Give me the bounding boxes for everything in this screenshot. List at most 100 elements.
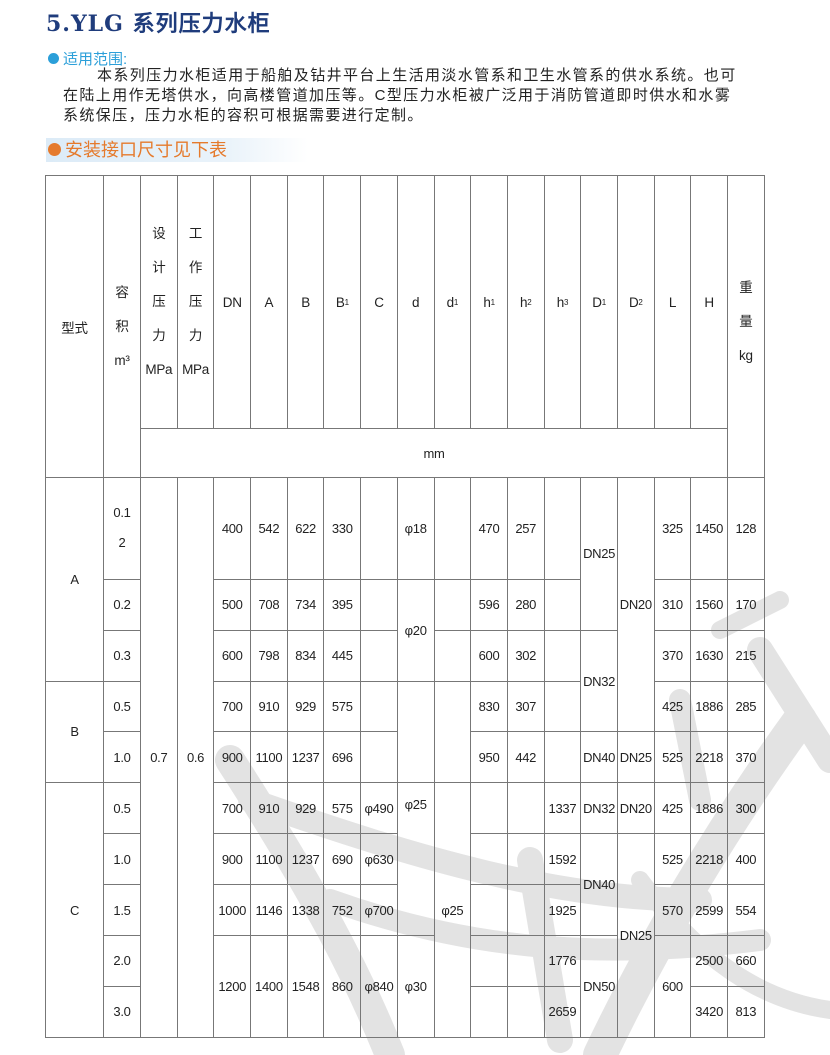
table-heading-text: 安装接口尺寸见下表 (65, 140, 227, 160)
table-cell-d1: DN32 (581, 783, 618, 835)
table-cell-d2: DN25 (617, 732, 655, 784)
table-cell-b1: 575 (324, 681, 362, 733)
table-cell-d2: DN25 (617, 834, 655, 1038)
table-cell-h3: 1337 (544, 783, 582, 835)
table-cell-volume: 1.0 (104, 834, 141, 886)
table-cell-h: 1886 (691, 783, 728, 835)
table-cell-b: 929 (287, 783, 325, 835)
table-cell-d: φ18 (397, 478, 435, 580)
table-cell-d1 (434, 478, 472, 580)
table-cell-weight: 400 (728, 834, 765, 886)
table-cell-c: φ840 (361, 936, 398, 1038)
table-cell-a: 708 (251, 579, 288, 631)
table-cell-h: 1630 (691, 630, 728, 682)
table-cell-h3 (544, 579, 582, 631)
header-working-pressure: 工 作 压 力 MPa (177, 176, 215, 429)
table-cell-b: 622 (287, 478, 325, 580)
header-label: D (628, 294, 639, 310)
table-cell-b: 1237 (287, 834, 325, 886)
table-cell-dn: 700 (214, 681, 252, 733)
table-cell-weight: 215 (728, 630, 765, 682)
table-cell-d1: DN40 (581, 732, 618, 784)
table-cell-d: φ30 (397, 936, 435, 1038)
table-cell-h3 (544, 478, 582, 580)
table-cell-a: 910 (251, 783, 288, 835)
scope-paragraph: 本系列压力水柜适用于船舶及钻井平台上生活用淡水管系和卫生水管系的供水系统。也可 … (63, 66, 783, 126)
table-cell-b1: 752 (324, 885, 362, 937)
table-cell-h: 3420 (691, 986, 728, 1038)
table-cell-b: 734 (287, 579, 325, 631)
table-cell-h3 (544, 732, 582, 784)
header-subscript: 1 (344, 297, 349, 307)
table-cell-h: 2218 (691, 732, 728, 784)
table-cell-dn: 900 (214, 732, 252, 784)
table-cell-h2 (507, 986, 545, 1038)
table-cell-weight: 300 (728, 783, 765, 835)
header-label: h (520, 294, 528, 310)
table-cell-l: 525 (654, 732, 692, 784)
table-cell-l: 425 (654, 681, 692, 733)
header-label: DN (222, 294, 242, 310)
scope-line: 系统保压，压力水柜的容积可根据需要进行定制。 (63, 107, 424, 124)
table-cell-weight: 813 (728, 986, 765, 1038)
header-b: B (287, 176, 325, 429)
header-label: H (704, 294, 714, 310)
table-cell-b: 1237 (287, 732, 325, 784)
header-label: 工 作 压 力 MPa (182, 226, 209, 377)
table-cell-b: 1338 (287, 885, 325, 937)
scope-heading: 适用范围: (48, 48, 127, 69)
table-cell-d1: DN50 (581, 936, 618, 1038)
table-cell-c: φ630 (361, 834, 398, 886)
table-cell-d1: DN25 (581, 478, 618, 631)
table-cell-h1: 596 (471, 579, 508, 631)
table-cell-d1 (434, 681, 472, 784)
table-cell-volume: 0.5 (104, 783, 141, 835)
table-cell-h: 2218 (691, 834, 728, 886)
table-cell-h2: 257 (507, 478, 545, 580)
table-cell-volume: 0.3 (104, 630, 141, 682)
table-cell-h1 (471, 936, 508, 987)
table-cell-c: φ700 (361, 885, 398, 937)
header-label: C (374, 294, 384, 310)
table-cell-d1 (434, 630, 472, 682)
table-cell-h2 (507, 936, 545, 987)
table-cell-h2: 302 (507, 630, 545, 682)
table-cell-type: A (46, 478, 104, 682)
table-cell-l: 600 (654, 936, 692, 1038)
table-cell-l: 370 (654, 630, 692, 682)
table-cell-h1 (471, 885, 508, 937)
table-cell-d1 (434, 579, 472, 631)
table-cell-h1 (471, 986, 508, 1038)
header-label: h (556, 294, 565, 310)
table-cell-h2 (507, 783, 545, 835)
table-cell-dn: 700 (214, 783, 252, 835)
table-cell-h1 (471, 783, 508, 835)
table-cell-h3: 1592 (544, 834, 582, 886)
table-cell-c (361, 732, 398, 784)
table-cell-volume: 2.0 (104, 936, 141, 987)
header-label: D (592, 294, 602, 310)
header-subscript: 1 (453, 297, 459, 307)
scope-line: 本系列压力水柜适用于船舶及钻井平台上生活用淡水管系和卫生水管系的供水系统。也可 (97, 67, 737, 84)
table-cell-volume: 1.0 (104, 732, 141, 784)
table-cell-a: 1400 (251, 936, 288, 1038)
table-cell-b1: 696 (324, 732, 362, 784)
table-cell-h1: 470 (471, 478, 508, 580)
unit-row: mm (141, 429, 728, 478)
table-cell-weight: 660 (728, 936, 765, 987)
table-cell-b: 929 (287, 681, 325, 733)
table-cell-h1 (471, 834, 508, 886)
table-cell-b1: 690 (324, 834, 362, 886)
table-cell-h2 (507, 885, 545, 937)
table-cell-h: 1560 (691, 579, 728, 631)
table-cell-a: 1100 (251, 732, 288, 784)
header-label: B (301, 294, 310, 310)
table-cell-dn: 600 (214, 630, 252, 682)
table-cell-d1: DN32 (581, 630, 618, 733)
